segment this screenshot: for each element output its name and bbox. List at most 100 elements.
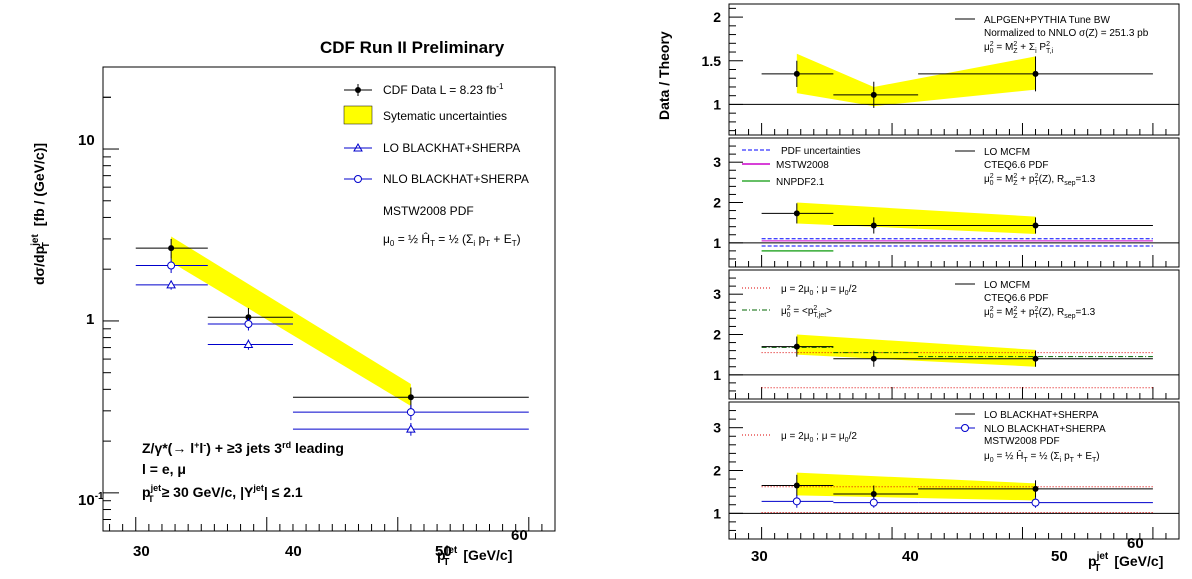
left-plot: CDF Run II Preliminary 30 40 50 60 10-1 …: [30, 38, 556, 568]
legend-scale-label: μ0 = ½ ĤT = ½ (Σi pT + ET): [383, 231, 521, 248]
ry-tick-label: 1: [713, 235, 721, 251]
ry-tick-label: 2: [713, 327, 721, 343]
legend-syst-label: Sytematic uncertainties: [383, 109, 507, 123]
legend-lo-marker: [353, 142, 363, 152]
ratio-point: [793, 482, 800, 489]
p3-legend-cteq: CTEQ6.6 PDF: [984, 293, 1048, 304]
legend-data-marker: [355, 87, 361, 93]
y-tick-0.1: 10-1: [78, 491, 104, 509]
p4-legend-scale: μ0 = ½ ĤT = ½ (Σi pT + ET): [984, 449, 1100, 464]
ratio-point: [1032, 485, 1039, 492]
rx-tick-40: 40: [902, 548, 919, 565]
ratio-point: [870, 91, 877, 98]
ry-tick-label: 3: [713, 420, 721, 436]
ratio-band: [796, 334, 1036, 367]
ratio-point: [793, 210, 800, 217]
panel4-frame: [728, 401, 1180, 540]
ratio-point: [870, 222, 877, 229]
rx-tick-60: 60: [1127, 535, 1144, 552]
y-tick-1: 1: [86, 311, 94, 328]
left-y-ticks: [103, 66, 119, 520]
rx-tick-50: 50: [1051, 548, 1068, 565]
left-x-label: pjet T [GeV/c]: [437, 545, 512, 568]
ratio-point: [793, 70, 800, 77]
ratio-point: [1032, 222, 1039, 229]
ry-tick-label: 2: [713, 195, 721, 211]
ratio-point: [793, 343, 800, 350]
x-tick-60: 60: [511, 527, 528, 544]
right-x-label: pjet T [GeV/c]: [1088, 551, 1163, 574]
p3-legend-lomcfm: LO MCFM: [984, 280, 1030, 291]
panel1-legend: ALPGEN+PYTHIA Tune BW Normalized to NNLO…: [955, 15, 1149, 55]
p4-legend-pdf: MSTW2008 PDF: [984, 436, 1060, 447]
left-data-points: [135, 238, 529, 436]
legend-pdf-label: MSTW2008 PDF: [383, 204, 474, 218]
data-point: [407, 394, 414, 401]
ry-tick-label: 3: [713, 154, 721, 170]
p2-legend-cteq: CTEQ6.6 PDF: [984, 160, 1048, 171]
ry-tick-label: 2: [713, 9, 721, 25]
p1-legend-alpgen: ALPGEN+PYTHIA Tune BW: [984, 15, 1110, 26]
right-y-label: Data / Theory: [656, 31, 672, 120]
y-tick-10: 10: [78, 132, 95, 149]
rx-tick-30: 30: [751, 548, 768, 565]
p3-legend-scale: μ2 0 = M2 Z + p2 T(Z), Rsep=1.3: [984, 306, 1096, 320]
nlo-point: [167, 261, 176, 270]
ratio-point: [870, 355, 877, 362]
panel4-legend: μ = 2μ0 ; μ = μ0/2 LO BLACKHAT+SHERPA NL…: [742, 410, 1106, 464]
panel4-content: 1 2 3: [713, 401, 1180, 540]
ry-tick-label: 1: [713, 96, 721, 112]
p4-legend-scalevar: μ = 2μ0 ; μ = μ0/2: [781, 431, 857, 444]
data-point: [245, 314, 252, 321]
selection-line1: Z/γ*(→ l+l-) + ≥3 jets 3rd leading: [142, 440, 344, 456]
ratio-band: [796, 472, 1036, 501]
lo-point: [243, 339, 254, 348]
ry-tick-label: 1.5: [702, 53, 722, 69]
p3-legend-scalevar: μ = 2μ0 ; μ = μ0/2: [781, 284, 857, 297]
p4-legend-lo: LO BLACKHAT+SHERPA: [984, 410, 1099, 421]
ratio-point: [1032, 70, 1039, 77]
left-frame: [102, 66, 556, 532]
legend-lo-label: LO BLACKHAT+SHERPA: [383, 141, 520, 155]
panel1-content: 11.52: [702, 7, 1180, 135]
ratio-point-nlo: [869, 498, 878, 507]
p3-legend-ptjet: μ2 0 = <p2 T,jet>: [781, 305, 832, 319]
systematic-band: [171, 236, 411, 407]
left-title: CDF Run II Preliminary: [320, 38, 505, 57]
p1-legend-scale: μ2 0 = M2 Z + Σi P2 T,i: [984, 41, 1053, 55]
selection-line2: l = e, μ: [142, 461, 186, 477]
p2-legend-nnpdf: NNPDF2.1: [776, 177, 825, 188]
x-tick-40: 40: [285, 543, 302, 560]
legend-data-label: CDF Data L = 8.23 fb-1: [383, 82, 504, 97]
panel3-legend: μ = 2μ0 ; μ = μ0/2 μ2 0 = <p2 T,jet> LO MC…: [742, 280, 1096, 320]
ratio-point-nlo: [1031, 498, 1040, 507]
legend-nlo-marker: [354, 175, 362, 183]
ratio-band: [796, 202, 1036, 234]
p2-legend-pdfunc: PDF uncertainties: [781, 146, 860, 157]
ry-tick-label: 3: [713, 286, 721, 302]
data-point: [168, 245, 175, 252]
p2-legend-scale: μ2 0 = M2 Z + p2 T(Z), Rsep=1.3: [984, 173, 1096, 187]
panel3-content: 1 2 3: [713, 269, 1180, 400]
legend-syst-swatch: [343, 105, 373, 125]
nlo-point: [244, 319, 253, 328]
x-tick-50: 50: [435, 543, 452, 560]
panel2-legend: PDF uncertainties MSTW2008 NNPDF2.1 LO M…: [742, 146, 1096, 188]
left-legend: CDF Data L = 8.23 fb-1 Sytematic uncerta…: [343, 82, 529, 248]
selection-line3: pjet T ≥ 30 GeV/c, |Yjet| ≤ 2.1: [142, 483, 303, 504]
p2-legend-mstw: MSTW2008: [776, 160, 829, 171]
nlo-point: [406, 408, 415, 417]
ry-tick-label: 1: [713, 505, 721, 521]
ratio-point: [870, 491, 877, 498]
selection-cuts: Z/γ*(→ l+l-) + ≥3 jets 3rd leading l = e…: [142, 440, 344, 504]
ratio-point: [1032, 355, 1039, 362]
ry-tick-label: 2: [713, 463, 721, 479]
panel2-frame: [728, 137, 1180, 268]
left-y-label: dσ/dpjetT [fb / (GeV/c)]: [30, 143, 52, 285]
p1-legend-norm: Normalized to NNLO σ(Z) = 251.3 pb: [984, 28, 1149, 39]
left-x-ticks: [109, 517, 556, 531]
panel2-content: 1 2 3: [713, 137, 1180, 268]
